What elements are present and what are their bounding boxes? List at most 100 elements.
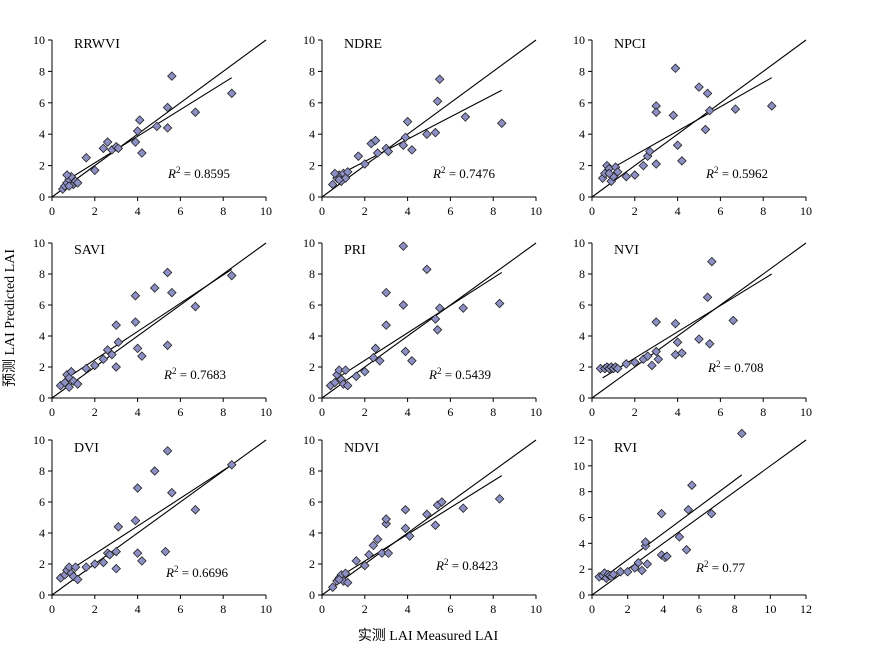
r-squared-label: R2 = 0.708: [707, 359, 764, 375]
data-point: [633, 557, 644, 568]
data-point: [334, 574, 344, 585]
data-point: [226, 460, 237, 470]
panel-title: SAVI: [74, 243, 105, 258]
data-point: [381, 320, 391, 330]
r-squared-symbol: R: [428, 367, 437, 382]
r-squared-value: = 0.8423: [448, 558, 498, 573]
data-point: [149, 283, 160, 293]
data-point: [111, 362, 121, 372]
x-tick-label: 0: [589, 602, 595, 616]
y-tick-label: 0: [39, 190, 45, 204]
data-point: [381, 514, 391, 524]
data-point: [494, 298, 505, 309]
data-point: [375, 356, 385, 366]
data-point: [400, 132, 411, 143]
data-point: [370, 343, 381, 354]
y-tick-label: 0: [39, 588, 45, 602]
x-tick-label: 6: [177, 602, 183, 616]
data-point: [368, 540, 379, 551]
y-tick-label: 4: [309, 329, 315, 343]
data-point: [81, 152, 92, 163]
data-point: [608, 569, 619, 580]
panel-title: NDVI: [344, 441, 379, 456]
panel-title: DVI: [74, 441, 99, 456]
data-point: [98, 143, 109, 154]
data-point: [351, 556, 362, 566]
y-tick-label: 10: [303, 236, 315, 250]
y-tick-label: 4: [579, 536, 585, 550]
r-squared-label: R2 = 0.77: [695, 559, 746, 575]
x-tick-label: 0: [319, 405, 325, 419]
data-point: [130, 317, 141, 327]
x-tick-label: 4: [135, 602, 141, 616]
data-point: [226, 270, 237, 281]
x-tick-label: 2: [362, 602, 368, 616]
data-point: [226, 88, 237, 99]
data-point: [430, 314, 441, 324]
r-squared-value: = 0.5439: [441, 367, 491, 382]
data-point: [72, 379, 83, 389]
data-point: [162, 340, 173, 351]
data-point: [422, 129, 432, 139]
data-point: [113, 522, 124, 532]
data-point: [340, 365, 351, 375]
r-squared-superscript: 2: [716, 359, 721, 369]
data-point: [190, 301, 201, 312]
y-tick-label: 8: [579, 485, 585, 499]
identity-line: [51, 39, 267, 198]
r-squared-value: = 0.708: [720, 360, 763, 375]
data-point: [111, 563, 121, 574]
x-tick-label: 10: [530, 602, 542, 616]
data-point: [700, 124, 711, 135]
data-point: [694, 334, 704, 344]
data-point: [372, 148, 383, 158]
r-squared-label: R2 = 0.7476: [432, 165, 496, 181]
panel-title: NPCI: [614, 37, 646, 52]
y-tick-label: 8: [39, 464, 45, 478]
data-point: [134, 115, 145, 125]
data-point: [62, 170, 72, 180]
data-point: [434, 74, 445, 85]
r-squared-superscript: 2: [714, 165, 719, 175]
data-point: [640, 537, 651, 547]
data-point: [167, 487, 177, 498]
r-squared-label: R2 = 0.8595: [167, 165, 230, 181]
r-squared-label: R2 = 0.5962: [705, 165, 768, 181]
r-squared-symbol: R: [695, 560, 704, 575]
data-point: [728, 315, 739, 326]
y-tick-label: 10: [303, 433, 315, 447]
data-point: [132, 343, 143, 354]
r-squared-superscript: 2: [437, 366, 442, 376]
data-point: [637, 565, 647, 576]
data-point: [651, 317, 661, 327]
data-point: [494, 494, 505, 504]
data-point: [327, 179, 338, 190]
y-tick-label: 2: [39, 557, 45, 571]
y-tick-label: 6: [309, 298, 315, 312]
data-point: [90, 165, 100, 176]
data-point: [400, 346, 411, 357]
data-point: [90, 559, 100, 569]
r-squared-superscript: 2: [172, 366, 177, 376]
y-tick-label: 8: [39, 267, 45, 281]
y-tick-label: 2: [579, 159, 585, 173]
y-tick-label: 8: [579, 64, 585, 78]
data-point: [111, 320, 121, 330]
data-point: [702, 292, 713, 303]
data-point: [642, 351, 653, 361]
y-tick-label: 12: [573, 433, 585, 447]
x-tick-label: 0: [319, 602, 325, 616]
r-squared-superscript: 2: [174, 564, 179, 574]
r-squared-superscript: 2: [176, 165, 181, 175]
y-tick-label: 10: [33, 236, 45, 250]
data-point: [683, 504, 694, 515]
data-point: [702, 88, 713, 99]
x-tick-label: 0: [589, 405, 595, 419]
data-point: [704, 338, 715, 349]
data-point: [672, 337, 683, 347]
data-point: [113, 337, 124, 347]
data-point: [670, 318, 681, 329]
data-point: [630, 357, 640, 368]
data-point: [400, 504, 411, 515]
